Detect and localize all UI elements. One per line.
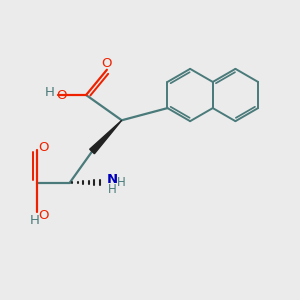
Text: H: H <box>108 183 116 196</box>
Text: O: O <box>56 88 67 101</box>
Text: O: O <box>38 209 49 222</box>
Text: H: H <box>45 86 55 99</box>
Polygon shape <box>90 120 122 154</box>
Text: H: H <box>30 214 40 227</box>
Text: H: H <box>116 176 125 189</box>
Text: O: O <box>38 140 49 154</box>
Text: N: N <box>106 172 118 186</box>
Text: O: O <box>102 57 112 70</box>
